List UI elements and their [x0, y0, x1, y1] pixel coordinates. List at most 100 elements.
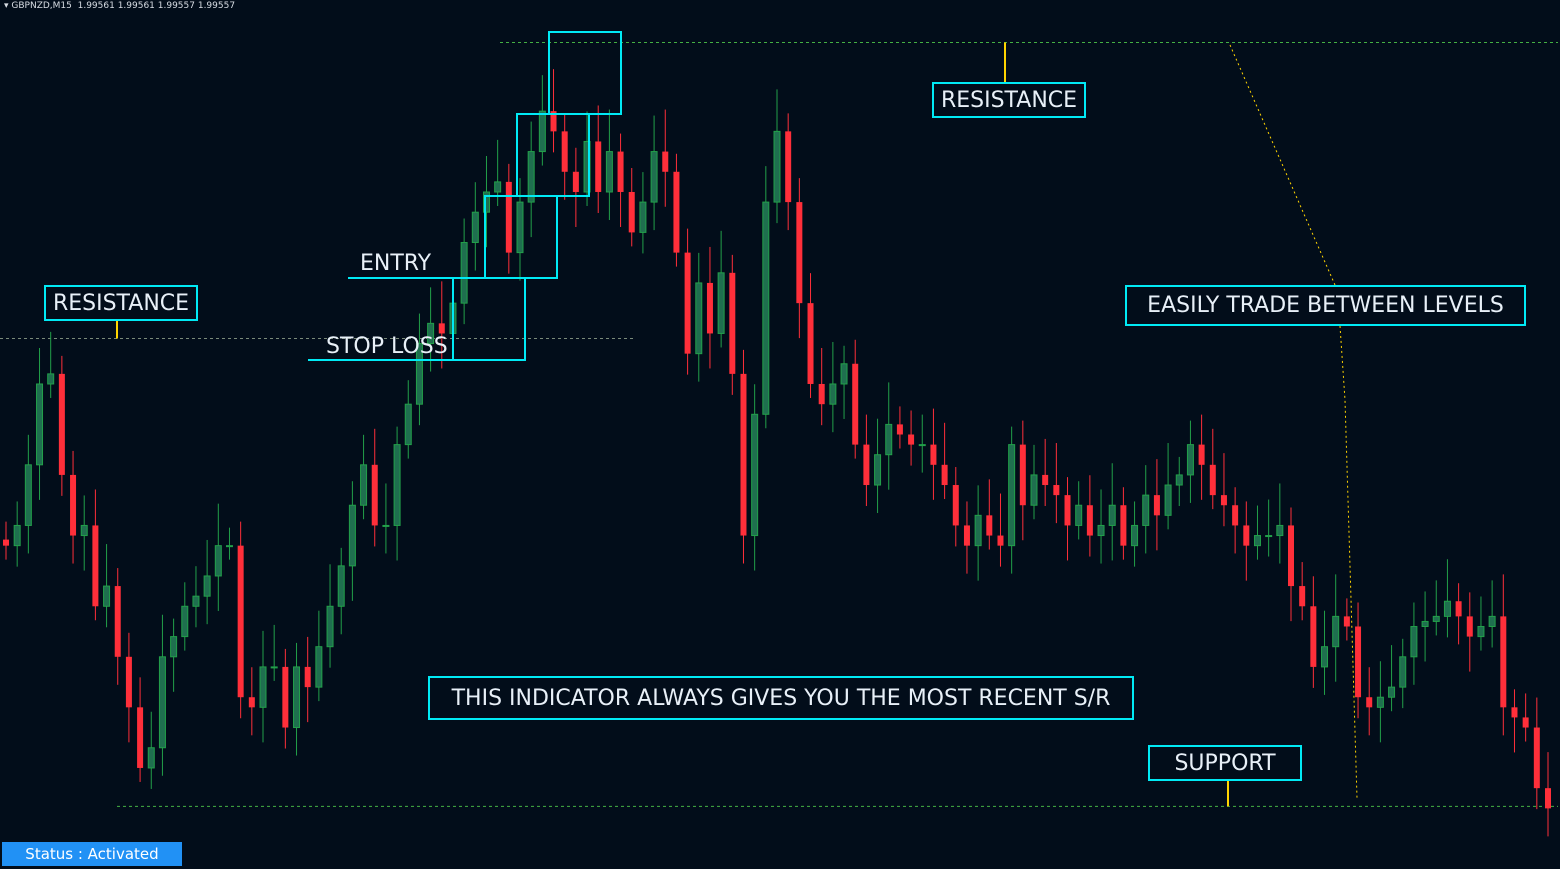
ohlc-readout: 1.99561 1.99561 1.99557 1.99557 — [77, 1, 236, 11]
candle-body — [527, 151, 535, 203]
candle-body — [282, 666, 289, 728]
candle-body — [1232, 505, 1239, 526]
stop-loss-label: STOP LOSS — [326, 334, 448, 359]
candle-body — [1019, 444, 1026, 506]
candle-body — [785, 131, 792, 203]
candle-body — [997, 535, 1004, 546]
candle-body — [1343, 616, 1350, 627]
candle-body — [92, 525, 99, 607]
candle-body — [214, 545, 222, 577]
candle-body — [1253, 535, 1261, 547]
candle-body — [1288, 525, 1294, 587]
candle-body — [293, 666, 301, 729]
candle-body — [1131, 524, 1139, 547]
candle-body — [1299, 586, 1306, 607]
candle-body — [158, 656, 166, 749]
candle-body — [684, 252, 691, 354]
candle-body — [1086, 505, 1093, 536]
candle-body — [1310, 606, 1317, 667]
candle-body — [706, 282, 713, 334]
candle-body — [371, 464, 378, 526]
candle-body — [852, 363, 859, 445]
candle-body — [1243, 525, 1250, 546]
candle-body — [1321, 646, 1329, 668]
candle-body — [807, 303, 814, 384]
candle-body — [1432, 615, 1440, 622]
candle-body — [125, 656, 132, 708]
candle-body — [1120, 505, 1127, 546]
candle-body — [605, 151, 613, 193]
candle-body — [80, 524, 88, 537]
candle-body — [24, 464, 32, 526]
candle-body — [941, 464, 948, 486]
candle-body — [471, 211, 479, 244]
candle-body — [404, 403, 412, 446]
candle-body — [963, 525, 970, 546]
candle-body — [1355, 626, 1362, 698]
candle-body — [58, 373, 65, 475]
candle-body — [360, 464, 368, 506]
candle-body — [259, 666, 267, 708]
candle-body — [3, 539, 9, 546]
candle-body — [36, 383, 44, 466]
candle-body — [1008, 444, 1016, 547]
candle-body — [237, 545, 244, 698]
symbol-label: GBPNZD,M15 — [11, 1, 72, 11]
candle-body — [572, 171, 579, 192]
candle-body — [1332, 615, 1340, 648]
candle-body — [1209, 464, 1216, 496]
candle-body — [1064, 495, 1071, 526]
candle-body — [494, 181, 502, 193]
candle-body — [952, 485, 959, 526]
candle-body — [1097, 524, 1105, 537]
candle-body — [315, 646, 323, 688]
candle-body — [538, 110, 546, 153]
candle-body — [438, 323, 445, 334]
candle-body — [1399, 656, 1407, 688]
candle-body — [1455, 601, 1462, 617]
chart-header: ▾ GBPNZD,M15 1.99561 1.99561 1.99557 1.9… — [4, 1, 236, 11]
candle-body — [348, 504, 356, 567]
candle-body — [460, 242, 468, 304]
candle-body — [896, 424, 903, 435]
candle-body — [1075, 504, 1083, 526]
candle-body — [1366, 697, 1373, 708]
candle-body — [505, 181, 512, 253]
support-label: SUPPORT — [1148, 745, 1302, 781]
candle-body — [874, 454, 882, 486]
candle-body — [1545, 788, 1551, 809]
candle-body — [1376, 696, 1384, 708]
candle-body — [393, 444, 401, 526]
candle-body — [1522, 717, 1529, 728]
candle-body — [1175, 474, 1183, 486]
candle-body — [729, 272, 736, 374]
candle-body — [70, 474, 77, 536]
candle-body — [717, 272, 725, 334]
candle-body — [1153, 495, 1160, 516]
candle-body — [673, 171, 680, 253]
candle-body — [1108, 504, 1116, 526]
candle-body — [908, 434, 915, 445]
candle-body — [1276, 524, 1284, 537]
candle-body — [740, 373, 747, 536]
candle-body — [818, 383, 825, 405]
resistance-label-top: RESISTANCE — [932, 82, 1086, 118]
candle-body — [170, 636, 178, 658]
candle-body — [1511, 707, 1518, 718]
candle-body — [192, 595, 200, 607]
candle-body — [482, 191, 490, 213]
candle-body — [415, 343, 423, 405]
candle-body — [181, 605, 189, 638]
trend-line — [1229, 44, 1336, 286]
candle-body — [628, 191, 635, 233]
candle-body — [326, 605, 334, 648]
candle-body — [1164, 484, 1172, 516]
candle-body — [1265, 535, 1273, 538]
candle-body — [1410, 625, 1418, 658]
candle-body — [840, 363, 848, 385]
entry-label: ENTRY — [360, 251, 432, 276]
candle-body — [103, 585, 111, 607]
candle-body — [1388, 686, 1396, 698]
candle-body — [662, 151, 669, 172]
